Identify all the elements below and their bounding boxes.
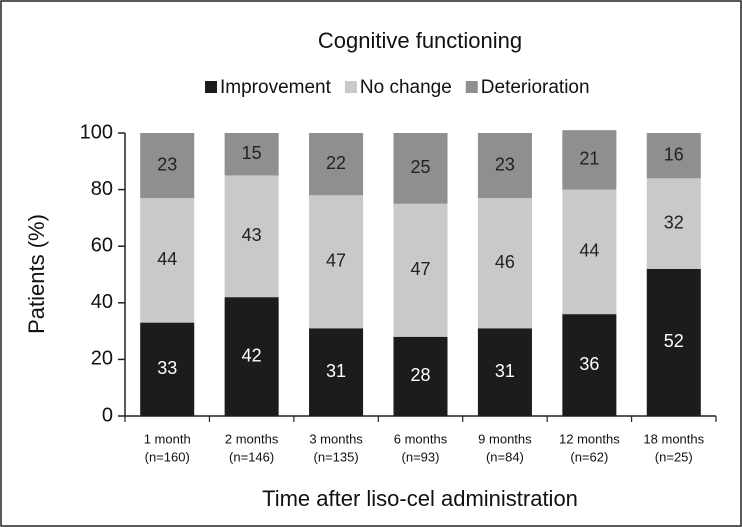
legend-label: Improvement [220, 77, 332, 98]
value-label: 44 [579, 241, 599, 261]
x-tick-sublabel: (n=135) [313, 449, 358, 464]
bar-segment [393, 133, 448, 204]
bar-segment [309, 133, 364, 196]
bar-segment [562, 130, 617, 190]
legend-swatch [344, 81, 357, 93]
value-label: 52 [664, 331, 684, 351]
x-tick-label: 2 months [225, 431, 279, 446]
value-label: 43 [242, 225, 262, 245]
bar-segment [562, 189, 617, 315]
value-label: 32 [664, 212, 684, 232]
bar-segment [140, 133, 195, 199]
x-tick-sublabel: (n=93) [402, 449, 440, 464]
legend-swatch [205, 81, 217, 93]
value-label: 22 [326, 153, 346, 173]
y-tick-label: 40 [91, 291, 113, 313]
value-label: 16 [664, 144, 684, 164]
bar-segment [224, 297, 279, 416]
bar-segment [224, 175, 279, 298]
bar-segment [477, 328, 532, 416]
value-label: 47 [410, 259, 430, 279]
x-tick-sublabel: (n=84) [486, 449, 524, 464]
x-tick-label: 3 months [309, 431, 363, 446]
bar-segment [477, 198, 532, 329]
x-tick-label: 12 months [559, 431, 620, 446]
bar-segment [393, 203, 448, 337]
bar-segment [646, 178, 701, 269]
bar-segment [562, 314, 617, 416]
value-label: 31 [495, 361, 515, 381]
bar-segment [224, 133, 279, 176]
legend-swatch [465, 81, 478, 93]
bar-segment [646, 268, 701, 416]
bar-segment [477, 133, 532, 199]
legend-label: No change [360, 77, 452, 98]
chart-title: Cognitive functioning [318, 28, 522, 53]
value-label: 31 [326, 361, 346, 381]
y-tick-label: 60 [91, 234, 113, 256]
bar-segment [140, 322, 195, 416]
x-tick-sublabel: (n=160) [145, 449, 190, 464]
value-label: 33 [157, 358, 177, 378]
x-tick-label: 6 months [394, 431, 448, 446]
value-label: 23 [157, 154, 177, 174]
y-axis-title: Patients (%) [24, 214, 49, 334]
bar-segment [309, 195, 364, 329]
value-label: 28 [410, 365, 430, 385]
bar-segment [309, 328, 364, 416]
value-label: 23 [495, 154, 515, 174]
x-tick-label: 18 months [643, 431, 704, 446]
y-tick-label: 20 [91, 348, 113, 370]
legend-label: Deterioration [481, 77, 590, 98]
value-label: 44 [157, 249, 177, 269]
value-label: 46 [495, 252, 515, 272]
bar-segment [646, 133, 701, 179]
value-label: 42 [242, 345, 262, 365]
value-label: 15 [242, 143, 262, 163]
value-label: 21 [579, 149, 599, 169]
y-tick-label: 0 [102, 404, 113, 426]
value-label: 25 [410, 157, 430, 177]
bar-segment [393, 336, 448, 416]
bar-segment [140, 198, 195, 323]
y-tick-label: 100 [80, 121, 113, 143]
x-tick-sublabel: (n=62) [570, 449, 608, 464]
x-tick-sublabel: (n=146) [229, 449, 274, 464]
value-label: 36 [579, 354, 599, 374]
value-label: 47 [326, 251, 346, 271]
x-tick-label: 9 months [478, 431, 532, 446]
x-axis-title: Time after liso-cel administration [262, 486, 578, 511]
x-tick-sublabel: (n=25) [655, 449, 693, 464]
y-tick-label: 80 [91, 178, 113, 200]
x-tick-label: 1 month [144, 431, 191, 446]
